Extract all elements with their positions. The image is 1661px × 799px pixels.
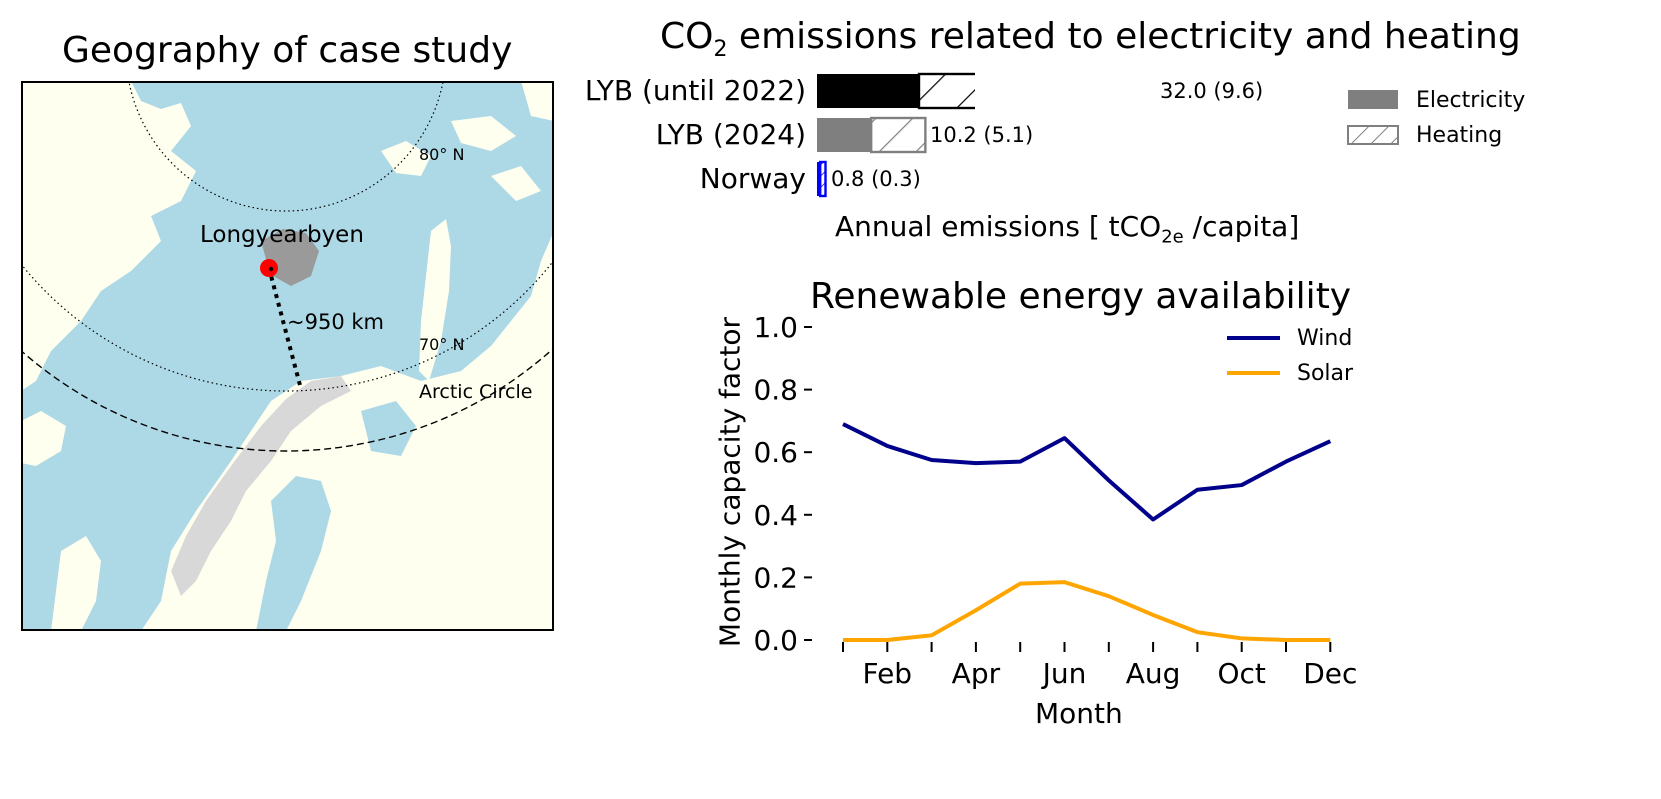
arctic-circle-label: Arctic Circle [419, 381, 532, 403]
legend-heating-swatch [1348, 126, 1398, 144]
city-label: Longyearbyen [200, 222, 364, 248]
co2-title-suffix: emissions related to electricity and hea… [727, 16, 1520, 57]
bar-value-label: 32.0 (9.6) [1160, 79, 1263, 103]
legend-wind-label: Wind [1297, 326, 1352, 351]
y-tick-label: 1.0 [753, 311, 798, 344]
heating-bar [820, 162, 825, 196]
city-marker [260, 259, 278, 277]
bar-category-label: LYB (until 2022) [570, 74, 806, 107]
x-tick-label: Jun [1041, 657, 1087, 690]
line-legend-swatches [1226, 326, 1282, 376]
lat80-label: 80° N [419, 145, 464, 164]
xlabel-prefix: Annual emissions [ tCO [835, 210, 1161, 243]
bar-category-label: LYB (2024) [570, 118, 806, 151]
y-tick-label: 0.0 [753, 624, 798, 657]
map-title: Geography of case study [62, 30, 512, 71]
distance-label: ~950 km [287, 310, 384, 334]
bar-category-label: Norway [570, 162, 806, 195]
x-tick-label: Dec [1303, 657, 1357, 690]
line-x-axis-label: Month [1035, 697, 1123, 730]
co2-title-sub: 2 [713, 37, 727, 62]
x-tick-label: Apr [952, 657, 1001, 690]
y-tick-label: 0.8 [753, 374, 798, 407]
electricity-bar [817, 74, 919, 108]
bar-value-label: 0.8 (0.3) [831, 167, 921, 191]
legend-solar-label: Solar [1297, 361, 1353, 386]
y-tick-label: 0.2 [753, 561, 798, 594]
lat70-label: 70° N [419, 335, 464, 354]
map-svg [21, 81, 554, 631]
electricity-bar [817, 118, 871, 152]
legend-heating-label: Heating [1416, 123, 1502, 148]
legend-electricity-label: Electricity [1416, 88, 1525, 113]
y-tick-label: 0.6 [753, 436, 798, 469]
bar-legend-swatches [1347, 88, 1402, 148]
xlabel-sub: 2e [1161, 227, 1184, 248]
co2-title-prefix: CO [660, 16, 713, 57]
wind-series-line [843, 424, 1330, 519]
co2-x-axis-label: Annual emissions [ tCO2e /capita] [835, 210, 1299, 248]
heating-bar [871, 118, 925, 152]
co2-chart-title: CO2 emissions related to electricity and… [660, 16, 1521, 62]
bar-value-label: 10.2 (5.1) [930, 123, 1033, 147]
x-tick-label: Feb [863, 657, 913, 690]
x-tick-label: Oct [1217, 657, 1265, 690]
line-chart-svg: 0.0 0.2 0.4 0.6 0.8 1.0 Feb Apr Jun Aug Oct Dec [740, 300, 1380, 700]
solar-series-line [843, 582, 1330, 640]
y-tick-label: 0.4 [753, 499, 798, 532]
xlabel-suffix: /capita] [1184, 210, 1300, 243]
heating-bar [919, 74, 975, 108]
x-tick-label: Aug [1126, 657, 1181, 690]
city-marker-dot [269, 267, 273, 271]
legend-electricity-swatch [1348, 90, 1398, 109]
